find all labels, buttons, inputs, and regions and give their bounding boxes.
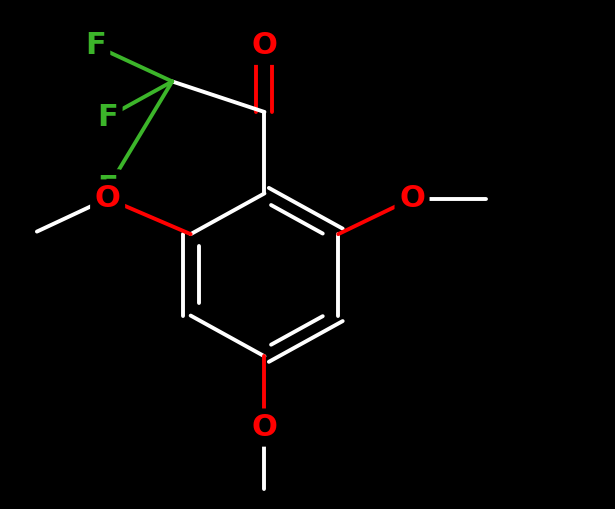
Text: O: O [252, 32, 277, 60]
Text: F: F [97, 174, 118, 203]
Text: O: O [252, 413, 277, 442]
Text: F: F [85, 32, 106, 60]
Text: O: O [95, 184, 121, 213]
Text: O: O [399, 184, 425, 213]
Text: F: F [97, 103, 118, 131]
